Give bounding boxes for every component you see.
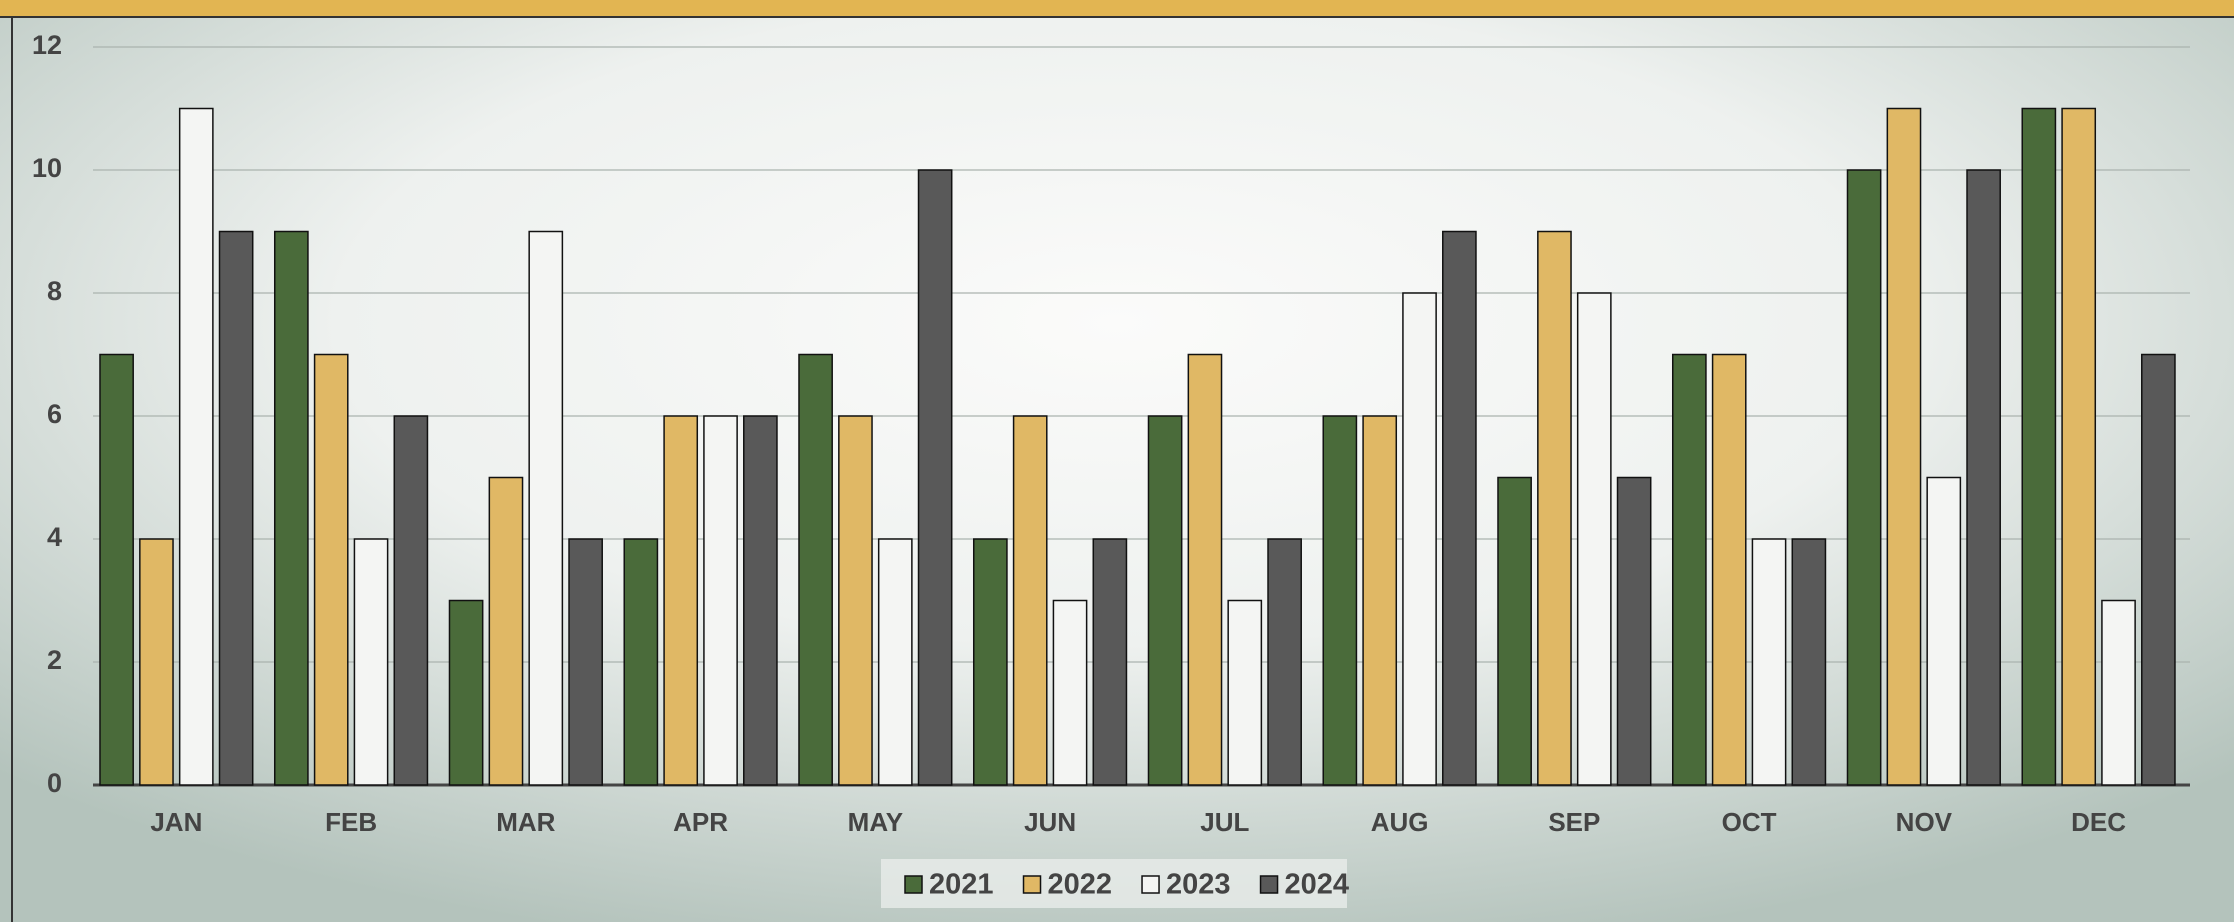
legend-swatch	[1022, 875, 1042, 894]
x-tick-label: JAN	[150, 807, 202, 837]
x-tick-label: JUL	[1200, 807, 1249, 837]
bar	[663, 415, 699, 786]
x-tick-label: JUN	[1024, 807, 1076, 837]
legend-swatch	[1141, 875, 1160, 894]
legend-label: 2024	[1285, 869, 1350, 901]
bar	[1187, 353, 1223, 786]
bar	[1362, 415, 1398, 786]
bar	[1442, 230, 1477, 786]
x-tick-label: MAY	[848, 807, 903, 837]
bar	[353, 538, 389, 786]
bar	[1012, 415, 1048, 786]
bar	[838, 415, 873, 786]
bar	[393, 415, 429, 786]
bar	[488, 476, 524, 786]
x-tick-label: SEP	[1548, 807, 1600, 837]
legend-swatch	[904, 875, 923, 894]
bar	[1846, 169, 1882, 786]
x-tick-label: DEC	[2071, 807, 2126, 837]
bar	[528, 230, 564, 786]
bar	[1402, 292, 1437, 786]
bar	[2021, 107, 2057, 786]
bar	[1052, 599, 1088, 786]
bar	[1966, 169, 2001, 786]
bar	[1576, 292, 1612, 786]
bar	[1147, 415, 1183, 786]
bar	[1267, 538, 1302, 786]
x-tick-label: APR	[673, 807, 728, 837]
y-tick-label: 6	[47, 399, 62, 429]
bar	[1671, 353, 1707, 786]
bar	[218, 230, 254, 786]
y-tick-label: 0	[47, 768, 62, 798]
x-tick-label: NOV	[1896, 807, 1953, 837]
bar	[273, 230, 309, 786]
bar	[178, 107, 214, 786]
bar	[1791, 538, 1827, 786]
bar	[743, 415, 778, 786]
y-tick-label: 12	[32, 30, 62, 60]
x-tick-label: OCT	[1722, 807, 1777, 837]
y-tick-label: 2	[47, 645, 62, 675]
legend-label: 2023	[1166, 869, 1231, 901]
bar	[1616, 476, 1652, 786]
legend-label: 2021	[929, 869, 994, 901]
legend-label: 2022	[1048, 869, 1113, 901]
bar	[623, 538, 659, 786]
bar	[1711, 353, 1747, 786]
bar	[877, 538, 913, 786]
x-tick-label: MAR	[496, 807, 555, 837]
top-band	[0, 0, 2234, 17]
y-tick-label: 8	[47, 276, 62, 306]
y-tick-label: 4	[47, 522, 62, 552]
bar	[568, 538, 603, 786]
bar	[798, 353, 833, 786]
y-tick-label: 10	[32, 153, 62, 183]
bar	[1497, 476, 1532, 786]
bar	[972, 538, 1008, 786]
bar	[1751, 538, 1787, 786]
x-tick-label: FEB	[325, 807, 377, 837]
bar	[2101, 599, 2136, 786]
bar	[703, 415, 738, 786]
bar	[313, 353, 349, 786]
bar	[1322, 415, 1358, 786]
bar	[1886, 107, 1922, 786]
bar	[448, 599, 484, 786]
bar	[2061, 107, 2097, 786]
bar	[1227, 599, 1263, 786]
bar	[99, 353, 134, 786]
bar	[1092, 538, 1128, 786]
bar	[1537, 230, 1572, 786]
bar	[917, 169, 953, 786]
legend-swatch	[1259, 875, 1279, 894]
bar	[139, 538, 174, 786]
x-tick-label: AUG	[1371, 807, 1429, 837]
bar	[2141, 353, 2176, 786]
bar	[1926, 476, 1962, 786]
